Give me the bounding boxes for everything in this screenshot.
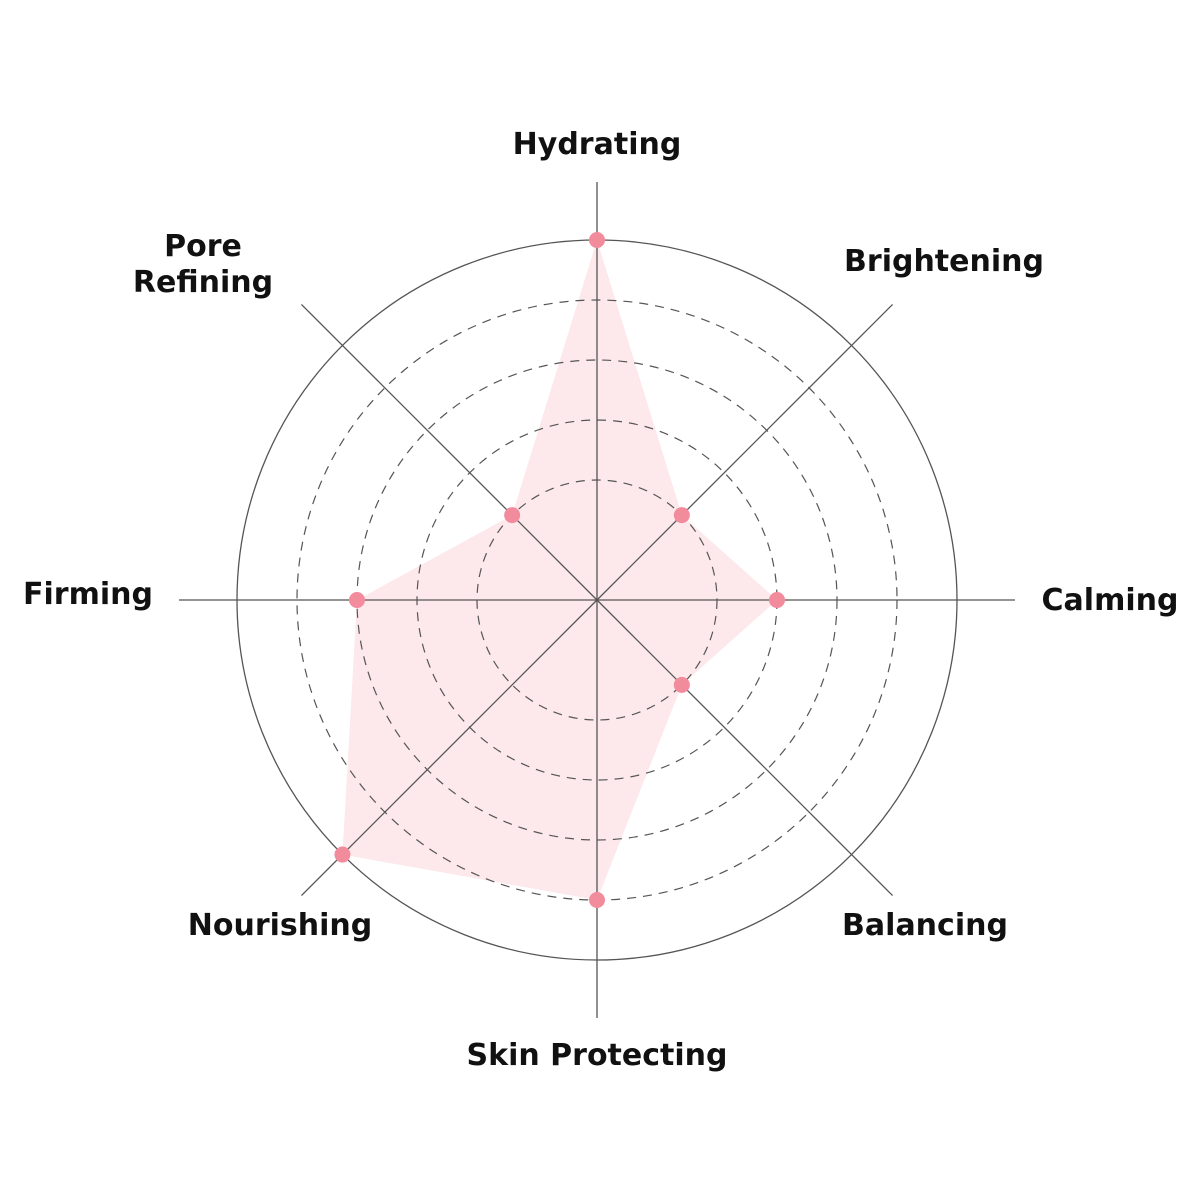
axis-label-line: Hydrating <box>513 127 682 162</box>
axis-label-line: Nourishing <box>188 908 372 943</box>
axis-label-skin-protecting: Skin Protecting <box>467 1038 728 1073</box>
axis-label-line: Pore <box>164 229 242 264</box>
data-area <box>342 240 777 900</box>
data-point-nourishing <box>334 846 351 863</box>
axis-label-line: Refining <box>133 265 273 300</box>
axis-label-line: Firming <box>23 577 153 612</box>
axis-label-line: Balancing <box>842 908 1008 943</box>
axis-label-hydrating: Hydrating <box>513 127 682 162</box>
axis-label-firming: Firming <box>23 577 153 612</box>
axis-line-7 <box>300 303 598 601</box>
data-point-hydrating <box>589 232 605 248</box>
axis-label-line: Brightening <box>844 244 1044 279</box>
data-point-firming <box>349 592 365 608</box>
axis-line-5 <box>300 599 598 897</box>
data-point-balancing <box>673 676 690 693</box>
axis-label-calming: Calming <box>1042 583 1179 618</box>
axis-label-pore-refining: Pore Refining <box>133 229 273 300</box>
axis-line-1 <box>596 303 894 601</box>
axis-line-3 <box>596 599 894 897</box>
data-point-pore-refining <box>504 507 521 524</box>
axis-label-line: Calming <box>1042 583 1179 618</box>
axis-label-line: Skin Protecting <box>467 1038 728 1073</box>
data-point-brightening <box>673 507 690 524</box>
data-point-calming <box>769 592 785 608</box>
axis-label-nourishing: Nourishing <box>188 908 372 943</box>
data-point-skin-protecting <box>589 892 605 908</box>
axis-label-balancing: Balancing <box>842 908 1008 943</box>
axis-label-brightening: Brightening <box>844 244 1044 279</box>
